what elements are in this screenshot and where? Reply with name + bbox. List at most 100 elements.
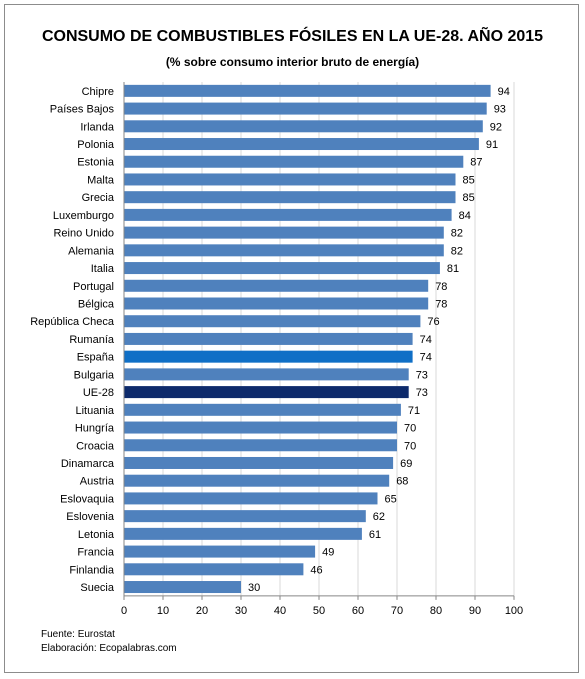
category-label: UE-28 (83, 387, 114, 399)
category-label: Lituania (75, 405, 114, 417)
bar-18 (124, 403, 401, 416)
footer-credit: Elaboración: Ecopalabras.com (41, 643, 177, 654)
x-tick-label: 40 (274, 605, 286, 617)
bar-12 (124, 297, 429, 310)
data-label: 94 (498, 86, 510, 98)
data-label: 78 (435, 281, 447, 293)
chart-subtitle: (% sobre consumo interior bruto de energ… (165, 55, 420, 69)
x-tick-label: 90 (469, 605, 481, 617)
category-label: Bélgica (78, 299, 115, 311)
category-label: Eslovenia (66, 511, 115, 523)
bar-26 (124, 545, 316, 558)
category-label: Croacia (76, 440, 115, 452)
data-label: 76 (427, 316, 439, 328)
bar-2 (124, 120, 483, 133)
bar-5 (124, 173, 456, 186)
bar-4 (124, 155, 464, 168)
data-label: 87 (470, 157, 482, 169)
category-label: Austria (80, 476, 115, 488)
data-label: 70 (404, 440, 416, 452)
category-label: Finlandia (69, 564, 115, 576)
category-label: Eslovaquia (60, 493, 115, 505)
category-label: Chipre (82, 86, 114, 98)
category-label: Portugal (73, 281, 114, 293)
category-label: Rumanía (69, 334, 115, 346)
x-tick-label: 70 (391, 605, 403, 617)
bar-21 (124, 456, 394, 469)
bar-0 (124, 84, 491, 97)
data-label: 91 (486, 139, 498, 151)
data-label: 30 (248, 582, 260, 594)
bar-20 (124, 439, 397, 452)
category-label: Países Bajos (50, 104, 115, 116)
bar-14 (124, 332, 413, 345)
data-label: 73 (416, 387, 428, 399)
data-label: 82 (451, 245, 463, 257)
category-label: Italia (91, 263, 115, 275)
category-label: España (77, 352, 115, 364)
x-tick-label: 80 (430, 605, 442, 617)
bar-15 (124, 350, 413, 363)
category-label: Bulgaria (74, 369, 115, 381)
bar-11 (124, 279, 429, 292)
x-tick-label: 60 (352, 605, 364, 617)
category-label: Grecia (82, 192, 115, 204)
data-label: 65 (385, 493, 397, 505)
bar-28 (124, 581, 241, 594)
bar-1 (124, 102, 487, 115)
data-label: 69 (400, 458, 412, 470)
data-label: 84 (459, 210, 471, 222)
data-label: 82 (451, 228, 463, 240)
data-label: 85 (463, 192, 475, 204)
data-label: 70 (404, 423, 416, 435)
data-label: 78 (435, 299, 447, 311)
x-tick-label: 30 (235, 605, 247, 617)
data-label: 46 (310, 564, 322, 576)
bar-16 (124, 368, 409, 381)
bar-13 (124, 315, 421, 328)
bar-22 (124, 474, 390, 487)
footer-source: Fuente: Eurostat (41, 629, 115, 640)
data-label: 68 (396, 476, 408, 488)
category-label: República Checa (30, 316, 115, 328)
data-label: 92 (490, 121, 502, 133)
bar-25 (124, 527, 362, 540)
data-label: 61 (369, 529, 381, 541)
category-label: Letonia (78, 529, 115, 541)
bar-6 (124, 191, 456, 204)
data-label: 62 (373, 511, 385, 523)
bar-9 (124, 244, 444, 257)
data-label: 74 (420, 352, 432, 364)
data-label: 71 (408, 405, 420, 417)
x-tick-label: 100 (505, 605, 523, 617)
bar-8 (124, 226, 444, 239)
category-label: Reino Unido (53, 228, 114, 240)
category-label: Polonia (77, 139, 115, 151)
data-label: 73 (416, 369, 428, 381)
bar-7 (124, 208, 452, 221)
data-label: 81 (447, 263, 459, 275)
category-label: Estonia (77, 157, 115, 169)
chart-title: CONSUMO DE COMBUSTIBLES FÓSILES EN LA UE… (41, 28, 544, 45)
category-label: Suecia (80, 582, 115, 594)
data-label: 49 (322, 547, 334, 559)
bar-17 (124, 386, 409, 399)
bar-23 (124, 492, 378, 505)
x-tick-label: 10 (157, 605, 169, 617)
data-label: 85 (463, 174, 475, 186)
bar-3 (124, 138, 479, 151)
category-label: Hungría (75, 423, 115, 435)
category-label: Alemania (68, 245, 115, 257)
data-label: 74 (420, 334, 432, 346)
x-tick-label: 0 (121, 605, 127, 617)
bar-10 (124, 262, 440, 275)
bar-24 (124, 510, 366, 523)
category-label: Irlanda (80, 121, 115, 133)
bar-27 (124, 563, 304, 576)
category-label: Malta (87, 174, 115, 186)
x-tick-label: 50 (313, 605, 325, 617)
bar-19 (124, 421, 397, 434)
category-label: Francia (77, 547, 115, 559)
category-label: Dinamarca (61, 458, 115, 470)
x-tick-label: 20 (196, 605, 208, 617)
